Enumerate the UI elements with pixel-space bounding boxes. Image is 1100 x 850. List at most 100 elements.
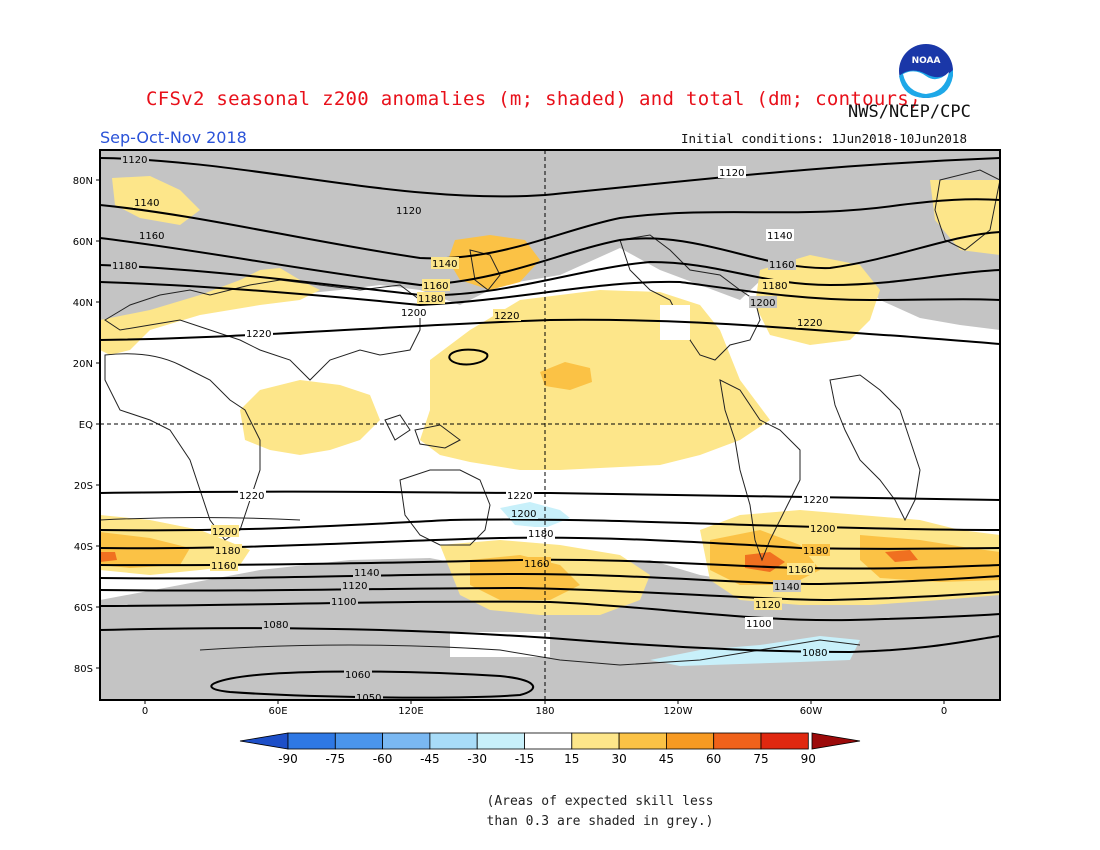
lon-label: 120E <box>398 706 423 717</box>
lon-label: 180 <box>535 706 554 717</box>
lon-label: 0 <box>941 706 947 717</box>
contour-label: 1180 <box>803 546 828 557</box>
contour-label: 1140 <box>432 259 457 270</box>
contour-1220-line-s <box>100 490 1000 501</box>
contour-label-1180-f: 1180 <box>802 544 830 557</box>
coastlines <box>100 169 1000 666</box>
contour-1160-line <box>100 231 1000 287</box>
colorbar-tick-label: 75 <box>753 752 768 766</box>
contour-label-1200-e: 1200 <box>809 522 837 535</box>
skill-note: (Areas of expected skill less than 0.3 a… <box>470 792 730 832</box>
contour-1140-line-s <box>100 572 1000 586</box>
contour-label: 1120 <box>755 600 780 611</box>
contour-label-1050: 1050 <box>355 692 383 704</box>
contour-label-1160-f: 1160 <box>787 563 815 576</box>
noaa-logo: NOAA <box>896 41 956 101</box>
contour-1220-line-n <box>100 318 1000 345</box>
lon-label: 0 <box>142 706 148 717</box>
colorbar-high-arrow <box>811 732 861 750</box>
contour-label-1220-b: 1220 <box>493 309 521 322</box>
anomaly-45-60-w-indian <box>100 552 117 562</box>
map-title: CFSv2 seasonal z200 anomalies (m; shaded… <box>146 88 921 110</box>
contour-label-1120-a: 1120 <box>121 153 149 166</box>
contour-label: 1200 <box>401 308 426 319</box>
contour-label: 1220 <box>797 318 822 329</box>
contour-label-1080-a: 1080 <box>262 618 290 631</box>
contour-label: 1100 <box>746 619 771 630</box>
height-contours <box>100 157 1000 699</box>
season-label: Sep-Oct-Nov 2018 <box>100 128 247 147</box>
colorbar-tick-label: 45 <box>659 752 674 766</box>
anomaly-30-45-s-indian <box>100 532 190 568</box>
contour-label-1140-c: 1140 <box>766 229 794 242</box>
colorbar-tick-label: -90 <box>278 752 298 766</box>
contour-label: 1200 <box>212 527 237 538</box>
contour-label: 1180 <box>112 261 137 272</box>
contour-label: 1220 <box>494 311 519 322</box>
contour-label-1180-d: 1180 <box>214 544 242 557</box>
map-frame <box>99 149 1001 701</box>
colorbar-cells <box>287 732 809 750</box>
skill-note-line-1: (Areas of expected skill less <box>486 794 714 809</box>
contour-1100-line <box>100 600 1000 622</box>
contour-label: 1050 <box>356 693 381 704</box>
colorbar-cell <box>760 732 809 750</box>
contour-label-1100-b: 1100 <box>745 617 773 630</box>
anomaly-30-45-central-pacific <box>540 362 592 390</box>
contour-label-1100-a: 1100 <box>330 595 358 608</box>
contour-label: 1200 <box>511 509 536 520</box>
lat-label: 80S <box>74 664 93 675</box>
lat-label: 40N <box>73 298 93 309</box>
lon-label: 60E <box>268 706 287 717</box>
colorbar-tick-label: -60 <box>373 752 393 766</box>
colorbar-tick-label: 90 <box>801 752 816 766</box>
contour-label: 1160 <box>211 561 236 572</box>
contour-label: 1120 <box>342 581 367 592</box>
contour-1180-line <box>100 260 1000 297</box>
contour-label: 1160 <box>423 281 448 292</box>
contour-label-1140-e: 1140 <box>773 580 801 593</box>
contour-label: 1180 <box>528 529 553 540</box>
colorbar-cell <box>524 732 573 750</box>
colorbar-tick-labels: -90 -75 -60 -45 -30 -15 15 30 45 60 75 90 <box>278 752 816 766</box>
lat-label: EQ <box>79 420 93 431</box>
colorbar-low-arrow <box>239 732 289 750</box>
contour-label-1220-c: 1220 <box>796 316 824 329</box>
colorbar-tick-label: -45 <box>420 752 440 766</box>
contour-1220-closed <box>448 348 489 366</box>
contour-label-1220-d: 1220 <box>238 489 266 502</box>
lon-label: 60W <box>800 706 823 717</box>
lat-label: 60S <box>74 603 93 614</box>
contour-label-1160-b: 1160 <box>422 279 450 292</box>
contour-1180-line-s <box>100 536 1000 550</box>
contour-label: 1080 <box>263 620 288 631</box>
contour-label-1220-f: 1220 <box>802 493 830 506</box>
contour-label-1180-b: 1180 <box>417 292 445 305</box>
contour-label: 1140 <box>354 568 379 579</box>
lat-label: 80N <box>73 176 93 187</box>
contour-label: 1200 <box>810 524 835 535</box>
anomaly-45-60-s-africa <box>885 550 918 562</box>
contour-label: 1200 <box>750 298 775 309</box>
contour-label-1160-d: 1160 <box>210 559 238 572</box>
contour-label-1160-a: 1160 <box>138 229 166 242</box>
contour-label-1200-c: 1200 <box>211 525 239 538</box>
colorbar-tick-label: -15 <box>515 752 535 766</box>
contour-label: 1220 <box>803 495 828 506</box>
contour-label: 1120 <box>396 206 421 217</box>
contour-labels: 1120 1120 1120 1140 1140 1140 1160 1160 … <box>111 153 837 704</box>
contour-label: 1100 <box>331 597 356 608</box>
contour-label: 1160 <box>769 260 794 271</box>
contour-label-1200-a: 1200 <box>400 306 428 319</box>
contour-label: 1180 <box>762 281 787 292</box>
contour-label: 1160 <box>788 565 813 576</box>
contour-label: 1140 <box>774 582 799 593</box>
agency-label: NWS/NCEP/CPC <box>848 102 971 122</box>
lat-label: 20N <box>73 359 93 370</box>
contour-label-1180-a: 1180 <box>111 259 139 272</box>
contour-1200-line-s <box>100 518 1000 532</box>
lon-label: 120W <box>664 706 693 717</box>
contour-label: 1220 <box>239 491 264 502</box>
contour-label: 1060 <box>345 670 370 681</box>
